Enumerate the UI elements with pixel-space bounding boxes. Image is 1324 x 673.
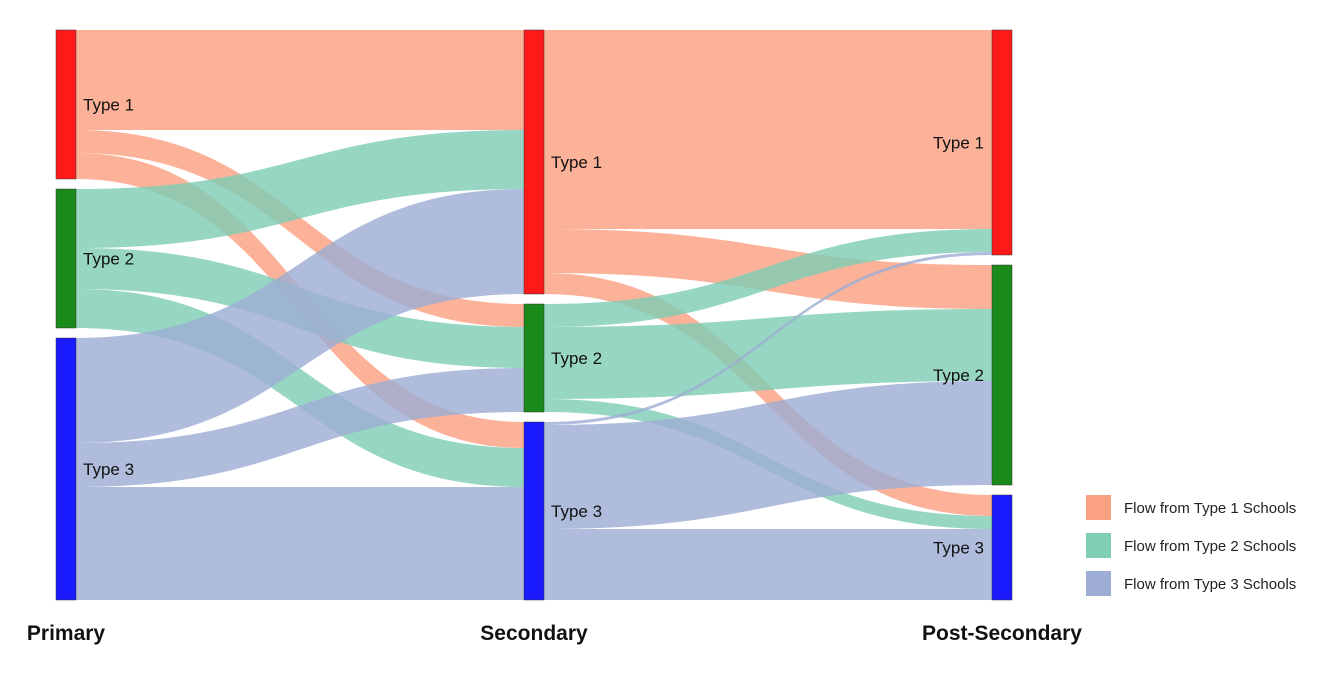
stage-labels: Primary Secondary Post-Secondary <box>27 622 1082 645</box>
node-label-stage2: Type 3 <box>933 539 984 558</box>
node-stage1-type-2 <box>523 303 545 413</box>
legend-label-2: Flow from Type 3 Schools <box>1124 576 1296 593</box>
links-layer <box>76 30 992 600</box>
legend-label-1: Flow from Type 2 Schools <box>1124 538 1296 555</box>
legend-swatch-2 <box>1086 571 1111 596</box>
flow-link-2-3 <box>76 189 524 443</box>
node-label-stage1: Type 1 <box>551 153 602 172</box>
node-label-stage0: Type 2 <box>83 250 134 269</box>
stage-label-2: Post-Secondary <box>922 622 1082 645</box>
legend-swatch-0 <box>1086 495 1111 520</box>
node-stage2-type-3 <box>991 494 1013 601</box>
flow-link-0-4 <box>76 130 524 327</box>
node-stage0-type-1 <box>55 29 77 180</box>
flow-link-0-3 <box>76 30 524 130</box>
flow-link-4-7 <box>544 309 992 399</box>
legend: Flow from Type 1 Schools Flow from Type 2… <box>1086 495 1296 596</box>
flow-link-5-6 <box>544 252 992 425</box>
node-label-stage1: Type 2 <box>551 349 602 368</box>
flow-link-5-8 <box>544 529 992 600</box>
flow-link-4-6 <box>544 229 992 327</box>
node-stage2-type-2 <box>991 264 1013 486</box>
flow-link-2-5 <box>76 487 524 600</box>
node-label-stage1: Type 3 <box>551 502 602 521</box>
node-label-stage2: Type 2 <box>933 366 984 385</box>
node-stage0-type-3 <box>55 337 77 601</box>
stage-label-1: Secondary <box>480 622 588 645</box>
node-label-stage2: Type 1 <box>933 134 984 153</box>
nodes-layer <box>55 29 1013 601</box>
labels-layer: Type 1 Type 2 Type 3 Type 1 Type 2 Type 3 Type… <box>83 96 984 558</box>
node-label-stage0: Type 1 <box>83 96 134 115</box>
flow-link-3-6 <box>544 30 992 229</box>
flow-link-5-7 <box>544 381 992 529</box>
flow-link-2-4 <box>76 368 524 487</box>
node-stage1-type-1 <box>523 29 545 295</box>
node-label-stage0: Type 3 <box>83 460 134 479</box>
node-stage1-type-3 <box>523 421 545 601</box>
flow-link-3-8 <box>544 273 992 516</box>
node-stage0-type-2 <box>55 188 77 329</box>
flow-link-1-3 <box>76 130 524 248</box>
legend-swatch-1 <box>1086 533 1111 558</box>
legend-label-0: Flow from Type 1 Schools <box>1124 500 1296 517</box>
node-stage2-type-1 <box>991 29 1013 256</box>
stage-label-0: Primary <box>27 622 106 645</box>
